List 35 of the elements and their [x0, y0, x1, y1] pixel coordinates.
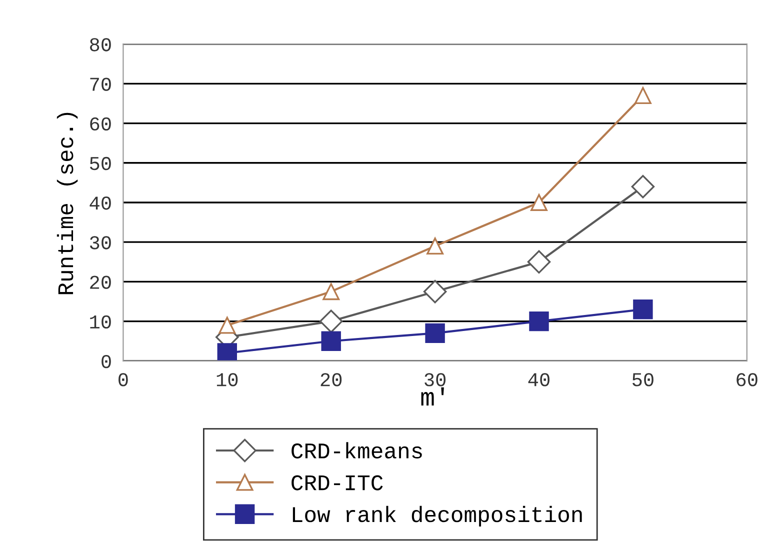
point	[631, 175, 655, 198]
x-axis-title: m′	[421, 387, 444, 406]
point	[322, 283, 340, 300]
y-tick-label: 0	[102, 354, 111, 368]
legend-label: Low rank decomposition	[292, 506, 582, 527]
x-tick-label: 20	[320, 373, 342, 386]
legend-label: CRD-ITC	[292, 475, 383, 490]
x-tick-label: 30	[424, 373, 446, 386]
point	[319, 310, 343, 333]
point	[530, 194, 548, 211]
y-tick-label: 40	[90, 196, 111, 210]
point	[527, 250, 551, 274]
y-tick-label: 60	[90, 117, 111, 131]
y-tick-label: 10	[90, 315, 111, 329]
point	[321, 331, 341, 351]
point	[634, 87, 652, 104]
point	[425, 323, 445, 344]
x-tick-label: 40	[528, 373, 550, 386]
x-tick-label: 60	[736, 373, 758, 386]
point	[529, 311, 549, 332]
y-axis-title: Runtime (sec.)	[56, 112, 78, 294]
legend-label: CRD-kmeans	[292, 442, 422, 459]
y-tick-label: 20	[90, 276, 111, 289]
point	[423, 280, 447, 304]
point	[218, 316, 236, 334]
x-tick-label: 50	[632, 373, 654, 386]
y-tick-label: 70	[90, 78, 111, 91]
point	[633, 300, 653, 320]
point	[426, 238, 444, 255]
x-tick-label: 10	[216, 373, 238, 386]
x-tick-label: 0	[118, 373, 128, 386]
y-tick-label: 30	[90, 236, 111, 250]
y-tick-label: 80	[90, 38, 111, 52]
y-tick-label: 50	[90, 156, 111, 170]
point	[217, 343, 238, 361]
